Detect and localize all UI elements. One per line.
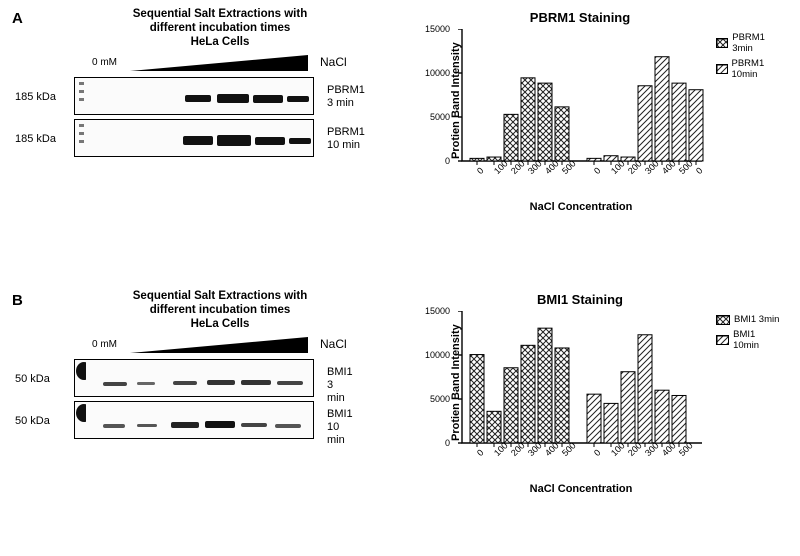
zero-mm-label: 0 mM bbox=[92, 339, 117, 350]
ladder-blob-icon bbox=[76, 403, 86, 435]
chart-b-svg bbox=[456, 311, 706, 451]
ladder-icon bbox=[77, 122, 87, 154]
chart-a-title: PBRM1 Staining bbox=[380, 10, 780, 25]
legend-swatch-icon bbox=[716, 335, 729, 345]
chart-a: PBRM1 Staining Protien Band Intensity 05… bbox=[420, 10, 780, 169]
blot-strip-b2: BMI1 10 min bbox=[74, 401, 314, 439]
y-tick-label: 15000 bbox=[412, 24, 450, 34]
blot-header-line: HeLa Cells bbox=[70, 318, 370, 332]
blot-side-label: BMI1 10 min bbox=[327, 408, 353, 446]
chart-b-axes: Protien Band Intensity 050001000015000 0… bbox=[456, 311, 706, 451]
blot-strip-a1: PBRM1 3 min bbox=[74, 77, 314, 115]
blot-side-l1: BMI1 bbox=[327, 408, 353, 420]
y-tick-label: 10000 bbox=[412, 68, 450, 78]
chart-a-legend: PBRM1 3min PBRM1 10min bbox=[716, 32, 780, 84]
blot-side-l1: PBRM1 bbox=[327, 126, 365, 138]
ladder-blob-icon bbox=[76, 361, 86, 393]
panel-a-label: A bbox=[12, 10, 23, 27]
zero-mm-label: 0 mM bbox=[92, 57, 117, 68]
legend-label: BMI1 3min bbox=[734, 314, 779, 325]
blot-side-label: PBRM1 3 min bbox=[327, 84, 365, 109]
x-axis-label: NaCl Concentration bbox=[456, 483, 706, 495]
y-tick-label: 15000 bbox=[412, 306, 450, 316]
blot-header-line: Sequential Salt Extractions with bbox=[70, 8, 370, 22]
gradient-row-b: 0 mM NaCl bbox=[70, 333, 370, 355]
legend-row: BMI1 3min bbox=[716, 314, 780, 325]
blot-header-line: different incubation times bbox=[70, 304, 370, 318]
ladder-icon bbox=[77, 80, 87, 112]
legend-swatch-icon bbox=[716, 315, 730, 325]
legend-row: BMI1 10min bbox=[716, 329, 780, 351]
kda-label: 185 kDa bbox=[15, 133, 56, 145]
y-tick-label: 0 bbox=[412, 438, 450, 448]
kda-label: 185 kDa bbox=[15, 91, 56, 103]
y-tick-label: 5000 bbox=[412, 112, 450, 122]
blot-header-line: different incubation times bbox=[70, 22, 370, 36]
legend-label: BMI1 10min bbox=[733, 329, 780, 351]
blot-side-l2: 10 min bbox=[327, 139, 360, 151]
panel-b-blot-block: Sequential Salt Extractions with differe… bbox=[70, 290, 370, 439]
blot-header-line: Sequential Salt Extractions with bbox=[70, 290, 370, 304]
y-tick-label: 0 bbox=[412, 156, 450, 166]
blot-header-line: HeLa Cells bbox=[70, 36, 370, 50]
gradient-triangle-icon bbox=[130, 53, 310, 73]
blot-side-l2: 10 min bbox=[327, 421, 345, 446]
legend-label: PBRM1 10min bbox=[732, 58, 781, 80]
y-tick-label: 10000 bbox=[412, 350, 450, 360]
legend-swatch-icon bbox=[716, 64, 728, 74]
y-axis-label: Protien Band Intensity bbox=[450, 324, 462, 441]
legend-row: PBRM1 3min bbox=[716, 32, 780, 54]
blot-header-a: Sequential Salt Extractions with differe… bbox=[70, 8, 370, 49]
panel-b-label: B bbox=[12, 292, 23, 309]
y-axis-label: Protien Band Intensity bbox=[450, 42, 462, 159]
kda-label: 50 kDa bbox=[15, 415, 50, 427]
gradient-row-a: 0 mM NaCl bbox=[70, 51, 370, 73]
chart-b-legend: BMI1 3min BMI1 10min bbox=[716, 314, 780, 355]
kda-label: 50 kDa bbox=[15, 373, 50, 385]
blot-header-b: Sequential Salt Extractions with differe… bbox=[70, 290, 370, 331]
y-tick-label: 5000 bbox=[412, 394, 450, 404]
panel-a-blot-block: Sequential Salt Extractions with differe… bbox=[70, 8, 370, 157]
chart-b-title: BMI1 Staining bbox=[380, 292, 780, 307]
blot-side-l1: BMI1 bbox=[327, 366, 353, 378]
legend-swatch-icon bbox=[716, 38, 728, 48]
blot-side-label: BMI1 3 min bbox=[327, 366, 353, 404]
blot-strip-a2: PBRM1 10 min bbox=[74, 119, 314, 157]
x-axis-label: NaCl Concentration bbox=[456, 201, 706, 213]
gradient-triangle-icon bbox=[130, 335, 310, 355]
blot-side-l2: 3 min bbox=[327, 379, 345, 404]
nacl-label: NaCl bbox=[320, 55, 347, 69]
blot-side-l2: 3 min bbox=[327, 97, 354, 109]
chart-a-axes: Protien Band Intensity 050001000015000 0… bbox=[456, 29, 706, 169]
blot-side-l1: PBRM1 bbox=[327, 84, 365, 96]
blot-side-label: PBRM1 10 min bbox=[327, 126, 365, 151]
nacl-label: NaCl bbox=[320, 337, 347, 351]
legend-label: PBRM1 3min bbox=[732, 32, 780, 54]
chart-a-svg bbox=[456, 29, 706, 169]
legend-row: PBRM1 10min bbox=[716, 58, 780, 80]
blot-strip-b1: BMI1 3 min bbox=[74, 359, 314, 397]
chart-b: BMI1 Staining Protien Band Intensity 050… bbox=[420, 292, 780, 451]
